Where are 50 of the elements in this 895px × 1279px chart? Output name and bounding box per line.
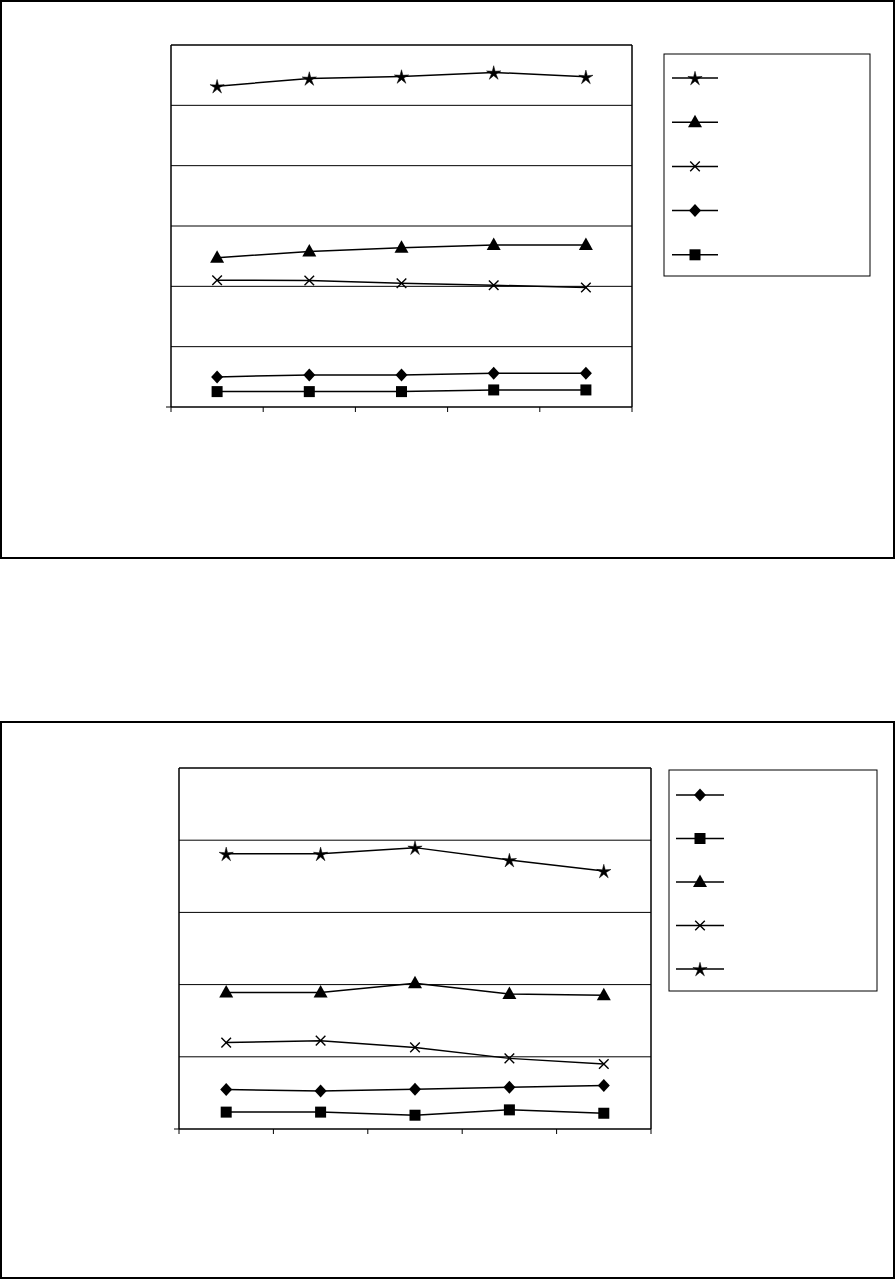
point <box>396 277 407 289</box>
point <box>211 386 223 398</box>
point <box>407 840 423 855</box>
point <box>598 1058 610 1070</box>
point <box>503 1080 516 1094</box>
point <box>313 846 328 861</box>
point <box>579 366 592 380</box>
point <box>598 1107 610 1119</box>
point <box>409 1109 421 1121</box>
point <box>486 65 502 80</box>
point <box>313 985 328 998</box>
point <box>394 240 409 253</box>
point <box>409 1041 421 1053</box>
point <box>219 985 234 998</box>
point <box>408 975 422 989</box>
point <box>301 71 317 86</box>
point <box>315 1035 327 1047</box>
point <box>302 243 317 257</box>
point <box>596 987 611 1001</box>
point <box>580 384 592 396</box>
point <box>409 1082 421 1096</box>
point <box>596 864 612 879</box>
point <box>395 368 408 382</box>
point <box>220 1083 233 1097</box>
point <box>488 279 500 291</box>
point <box>396 386 407 398</box>
point <box>209 79 225 94</box>
point <box>487 366 500 380</box>
point <box>488 384 500 396</box>
point <box>210 250 225 263</box>
point <box>211 370 224 384</box>
point <box>503 1052 515 1064</box>
point <box>303 275 315 287</box>
point <box>580 282 592 294</box>
point <box>503 1104 515 1116</box>
point <box>314 1084 327 1098</box>
point <box>394 69 409 84</box>
point <box>502 986 517 999</box>
point <box>597 1078 610 1092</box>
point <box>578 237 593 251</box>
point <box>220 1106 232 1118</box>
point <box>220 1037 232 1049</box>
point <box>578 69 594 84</box>
point <box>486 237 501 251</box>
point <box>211 274 223 286</box>
point <box>315 1106 327 1118</box>
point <box>303 386 315 398</box>
point <box>218 846 234 861</box>
point <box>502 853 517 868</box>
point <box>303 368 316 382</box>
